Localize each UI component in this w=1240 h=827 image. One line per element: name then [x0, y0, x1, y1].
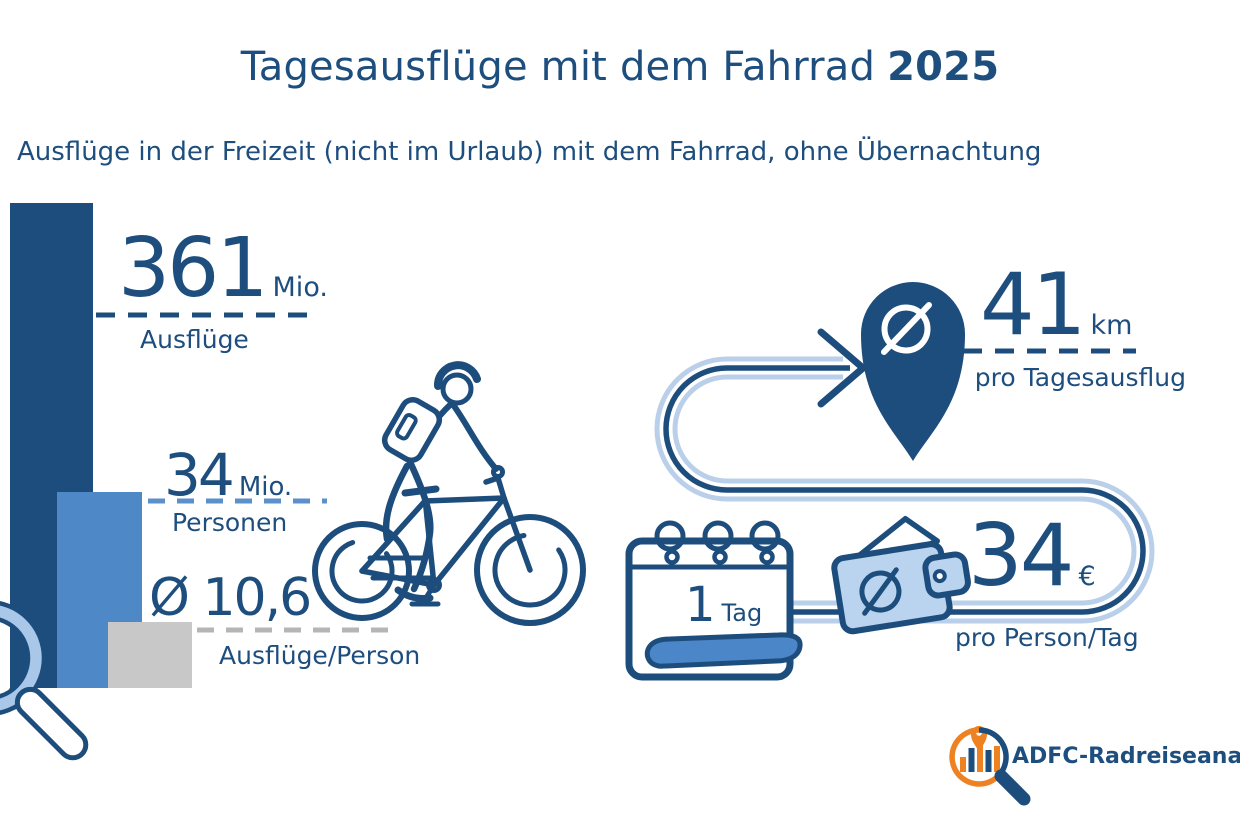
spending-unit: € — [1078, 561, 1096, 592]
spending-stat: 34 € — [968, 513, 1096, 599]
trips-per-person-stat: Ø 10,6 — [149, 572, 312, 624]
persons-stat: 34 Mio. — [164, 446, 292, 504]
adfc-logo-icon — [949, 726, 1031, 806]
duration-value: 1 — [685, 577, 716, 633]
average-symbol-icon — [881, 302, 932, 355]
duration-unit: Tag — [721, 599, 763, 627]
arrow-icon — [817, 328, 869, 408]
trips-per-person-value: Ø 10,6 — [149, 568, 312, 628]
wallet-icon — [831, 515, 971, 635]
adfc-logo-label: ADFC-Radreiseanalyse — [1012, 744, 1240, 769]
distance-stat: 41 km — [980, 262, 1132, 348]
persons-unit: Mio. — [238, 472, 293, 502]
distance-label: pro Tagesausflug — [974, 363, 1186, 392]
trips-unit: Mio. — [272, 272, 328, 303]
spending-label: pro Person/Tag — [955, 623, 1139, 652]
spending-value: 34 — [968, 506, 1074, 606]
page-curl — [644, 632, 803, 669]
title-year: 2025 — [887, 44, 1000, 90]
persons-label: Personen — [172, 508, 288, 537]
location-pin-icon — [861, 282, 965, 461]
cyclist-icon — [312, 361, 586, 626]
route-path — [654, 328, 1155, 624]
page-title: Tagesausflüge mit dem Fahrrad 2025 — [0, 44, 1240, 90]
average-symbol-icon — [859, 567, 902, 616]
bar-chart — [10, 203, 400, 688]
trips-stat: 361 Mio. — [118, 228, 328, 310]
duration-stat: 1 Tag — [685, 581, 762, 629]
distance-value: 41 — [980, 255, 1086, 355]
trips-per-person-label: Ausflüge/Person — [219, 641, 421, 670]
persons-value: 34 — [164, 441, 235, 509]
title-text: Tagesausflüge mit dem Fahrrad — [240, 44, 876, 90]
magnifier-icon — [0, 601, 89, 761]
trips-value: 361 — [118, 221, 269, 316]
calendar-icon — [625, 520, 803, 681]
trips-label: Ausflüge — [140, 325, 249, 354]
distance-unit: km — [1090, 310, 1133, 341]
bar-trips-per-person — [108, 622, 192, 688]
page-subtitle: Ausflüge in der Freizeit (nicht im Urlau… — [17, 137, 1042, 167]
